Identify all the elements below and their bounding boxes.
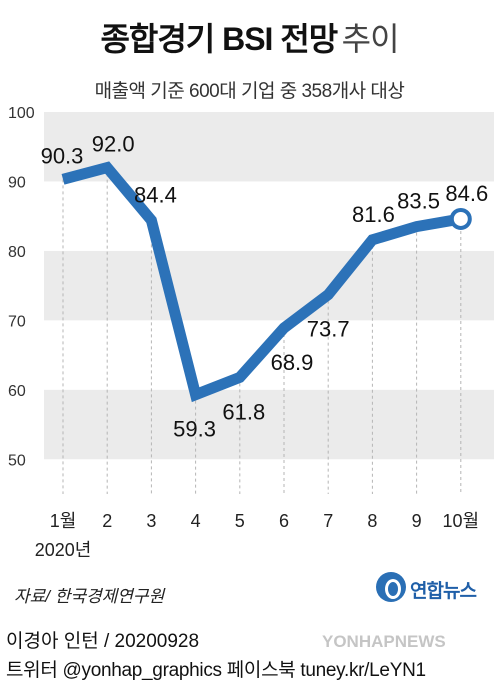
yonhap-logo-icon [376,572,406,602]
x-axis-year-label: 2020년 [35,540,92,560]
x-tick-label-0: 1월 [50,511,77,531]
grid-band-2 [44,389,494,460]
data-label-1: 92.0 [92,132,135,157]
x-tick-label-1: 2 [102,511,112,531]
yonhap-logo: 연합뉴스 [376,568,494,608]
data-label-6: 73.7 [307,317,350,342]
x-tick-label-3: 4 [191,511,201,531]
chart-title-light: 추이 [341,21,400,57]
credit-author-date: 이경아 인턴 / 20200928 [6,631,200,652]
y-tick-label-90: 90 [8,174,26,191]
data-label-8: 83.5 [397,189,440,214]
y-tick-label-60: 60 [8,383,26,400]
data-label-0: 90.3 [41,143,84,168]
credit-social-links: 트위터 @yonhap_graphics 페이스북 tuney.kr/LeYN1 [6,660,426,681]
y-tick-label-100: 100 [8,105,35,122]
data-label-4: 61.8 [222,399,265,424]
x-tick-label-7: 8 [367,511,377,531]
x-tick-label-9: 10월 [443,511,480,531]
x-tick-label-5: 6 [279,511,289,531]
data-label-3: 59.3 [173,417,216,442]
yonhap-logo-text: 연합뉴스 [410,581,477,602]
end-point-marker [449,207,472,230]
series-line [61,161,462,403]
x-tick-label-2: 3 [146,511,156,531]
grid-band-1 [44,250,494,321]
chart-subtitle: 매출액 기준 600대 기업 중 358개사 대상 [94,81,405,102]
chart-title: 종합경기 BSI 전망 추이 [0,14,499,60]
data-label-5: 68.9 [271,350,314,375]
y-tick-label-80: 80 [8,244,26,261]
y-tick-label-50: 50 [8,452,26,469]
watermark: YONHAPNEWS [322,632,446,651]
x-tick-label-8: 9 [412,511,422,531]
bsi-line-chart: 50 60 70 80 90 100 90.3 92.0 84.4 59.361.868.9 73.… [8,105,494,560]
x-tick-label-4: 5 [235,511,245,531]
chart-title-main: 종합경기 BSI 전망 [100,21,338,57]
y-tick-label-70: 70 [8,313,26,330]
grid-band-0 [44,112,494,182]
data-label-2: 84.4 [134,182,177,207]
source-note: 자료/ 한국경제연구원 [14,587,165,606]
data-label-7: 81.6 [352,202,395,227]
data-label-9: 84.6 [445,181,488,206]
x-tick-label-6: 7 [323,511,333,531]
